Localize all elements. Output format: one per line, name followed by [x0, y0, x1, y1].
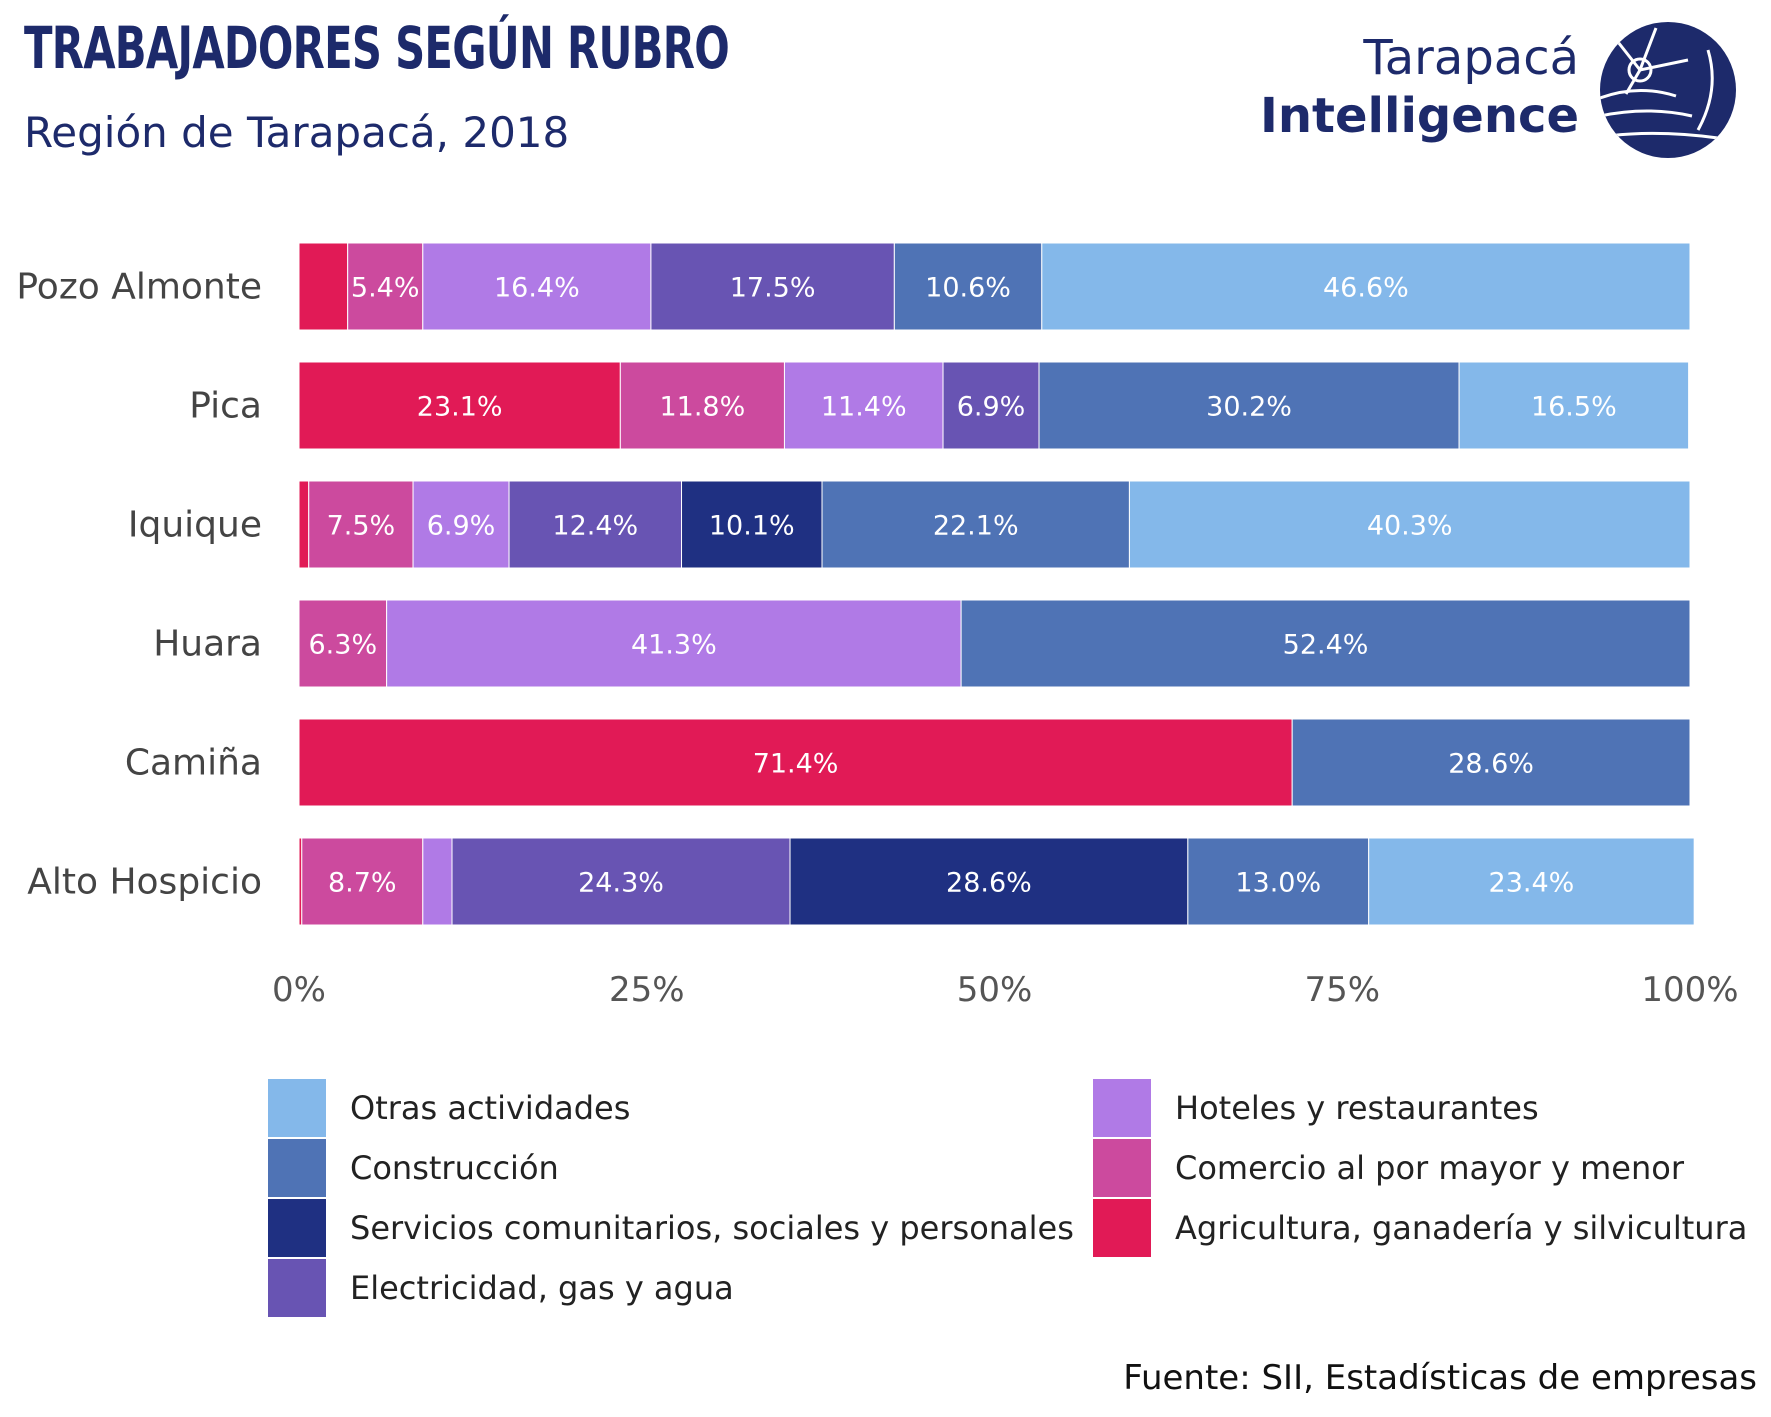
legend-swatch — [268, 1259, 326, 1317]
chart-title: TRABAJADORES SEGÚN RUBRO — [24, 14, 730, 82]
legend-label: Comercio al por mayor y menor — [1175, 1149, 1684, 1187]
bar-segment-alto-hospicio-2 — [422, 837, 453, 926]
category-label-pica: Pica — [189, 386, 262, 427]
bar-segment-cami-a-0 — [298, 718, 1293, 807]
legend-item: Hoteles y restaurantes — [1093, 1078, 1539, 1138]
bar-segment-pica-5 — [1038, 361, 1460, 450]
source-note: Fuente: SII, Estadísticas de empresas — [1123, 1358, 1757, 1398]
bar-segment-iquique-6 — [1128, 480, 1691, 569]
data-label-pica-0: 23.1% — [417, 392, 503, 423]
legend-swatch — [1093, 1199, 1151, 1257]
legend-item: Comercio al por mayor y menor — [1093, 1138, 1684, 1198]
tarapaca-intelligence-logo-icon — [1600, 22, 1736, 158]
data-label-pica-1: 11.8% — [659, 392, 745, 423]
bar-segment-iquique-5 — [821, 480, 1130, 569]
bar-segment-alto-hospicio-5 — [1187, 837, 1370, 926]
legend-item: Agricultura, ganadería y silvicultura — [1093, 1198, 1747, 1258]
bar-segment-huara-2 — [386, 599, 962, 688]
brand-name-line1: Tarapacá — [1363, 30, 1579, 86]
bar-segment-alto-hospicio-1 — [301, 837, 424, 926]
data-label-alto-hospicio-5: 13.0% — [1235, 868, 1321, 899]
legend-label: Construcción — [350, 1149, 559, 1187]
category-label-huara: Huara — [153, 624, 262, 665]
bar-segment-huara-1 — [298, 599, 388, 688]
bar-segment-iquique-2 — [412, 480, 510, 569]
x-tick-label-4: 100% — [1641, 970, 1738, 1010]
bar-segment-alto-hospicio-3 — [451, 837, 791, 926]
data-label-cami-a-0: 71.4% — [753, 749, 839, 780]
x-tick-label-3: 75% — [1304, 970, 1380, 1010]
bar-segment-alto-hospicio-4 — [789, 837, 1189, 926]
bar-segment-pozo-almonte-6 — [1041, 242, 1691, 331]
data-label-pica-3: 6.9% — [957, 392, 1026, 423]
data-label-huara-5: 52.4% — [1283, 630, 1369, 661]
bar-segment-pica-2 — [783, 361, 944, 450]
bar-segment-pica-0 — [298, 361, 621, 450]
data-label-iquique-1: 7.5% — [327, 511, 396, 542]
x-tick-label-2: 50% — [957, 970, 1033, 1010]
data-label-pozo-almonte-1: 5.4% — [351, 273, 420, 304]
legend-swatch — [1093, 1139, 1151, 1197]
data-label-iquique-3: 12.4% — [552, 511, 638, 542]
bar-segment-cami-a-5 — [1291, 718, 1691, 807]
data-label-iquique-2: 6.9% — [427, 511, 496, 542]
legend-label: Electricidad, gas y agua — [350, 1269, 734, 1307]
bar-segment-iquique-3 — [508, 480, 683, 569]
x-tick-label-0: 0% — [272, 970, 326, 1010]
data-label-iquique-4: 10.1% — [709, 511, 795, 542]
bar-segment-pica-1 — [619, 361, 785, 450]
data-label-pica-5: 30.2% — [1206, 392, 1292, 423]
x-tick-label-1: 25% — [609, 970, 685, 1010]
data-label-alto-hospicio-3: 24.3% — [578, 868, 664, 899]
legend-item: Servicios comunitarios, sociales y perso… — [268, 1198, 1074, 1258]
bar-segment-pozo-almonte-3 — [650, 242, 895, 331]
bar-segment-pozo-almonte-0 — [298, 242, 349, 331]
legend-label: Hoteles y restaurantes — [1175, 1089, 1539, 1127]
legend-item: Otras actividades — [268, 1078, 630, 1138]
data-label-alto-hospicio-6: 23.4% — [1489, 868, 1575, 899]
bar-segment-pica-6 — [1458, 361, 1690, 450]
chart-subtitle: Región de Tarapacá, 2018 — [24, 108, 570, 157]
legend-swatch — [268, 1139, 326, 1197]
bar-segment-pozo-almonte-2 — [422, 242, 652, 331]
bar-segment-alto-hospicio-6 — [1368, 837, 1695, 926]
legend-item: Electricidad, gas y agua — [268, 1258, 734, 1318]
category-label-alto-hospicio: Alto Hospicio — [27, 862, 262, 903]
legend-label: Otras actividades — [350, 1089, 631, 1127]
bar-segment-pozo-almonte-5 — [893, 242, 1043, 331]
bar-segment-huara-5 — [960, 599, 1691, 688]
brand-name-line2: Intelligence — [1260, 88, 1579, 144]
legend-swatch — [268, 1079, 326, 1137]
data-label-huara-2: 41.3% — [631, 630, 717, 661]
legend-label: Agricultura, ganadería y silvicultura — [1175, 1209, 1748, 1247]
data-label-iquique-6: 40.3% — [1367, 511, 1453, 542]
category-label-cami-a: Camiña — [125, 743, 262, 784]
data-label-pozo-almonte-6: 46.6% — [1323, 273, 1409, 304]
data-label-iquique-5: 22.1% — [933, 511, 1019, 542]
data-label-huara-1: 6.3% — [309, 630, 378, 661]
legend-swatch — [268, 1199, 326, 1257]
bar-segment-iquique-0 — [298, 480, 310, 569]
stacked-bar-chart: Pozo Almonte 5.4% 16.4% 17.5% 10.6% 46.6% Pica… — [16, 242, 1739, 1010]
data-label-pozo-almonte-2: 16.4% — [494, 273, 580, 304]
bar-segment-iquique-1 — [308, 480, 414, 569]
data-label-pica-2: 11.4% — [821, 392, 907, 423]
data-label-pica-6: 16.5% — [1531, 392, 1617, 423]
data-label-pozo-almonte-5: 10.6% — [925, 273, 1011, 304]
category-label-pozo-almonte: Pozo Almonte — [16, 267, 262, 308]
data-label-alto-hospicio-4: 28.6% — [946, 868, 1032, 899]
legend-swatch — [1093, 1079, 1151, 1137]
legend-label: Servicios comunitarios, sociales y perso… — [350, 1209, 1074, 1247]
data-label-alto-hospicio-1: 8.7% — [328, 868, 397, 899]
category-label-iquique: Iquique — [128, 505, 262, 546]
data-label-pozo-almonte-3: 17.5% — [730, 273, 816, 304]
data-label-cami-a-5: 28.6% — [1448, 749, 1534, 780]
legend-item: Construcción — [268, 1138, 559, 1198]
bar-segment-pozo-almonte-1 — [347, 242, 424, 331]
bar-segment-iquique-4 — [681, 480, 823, 569]
